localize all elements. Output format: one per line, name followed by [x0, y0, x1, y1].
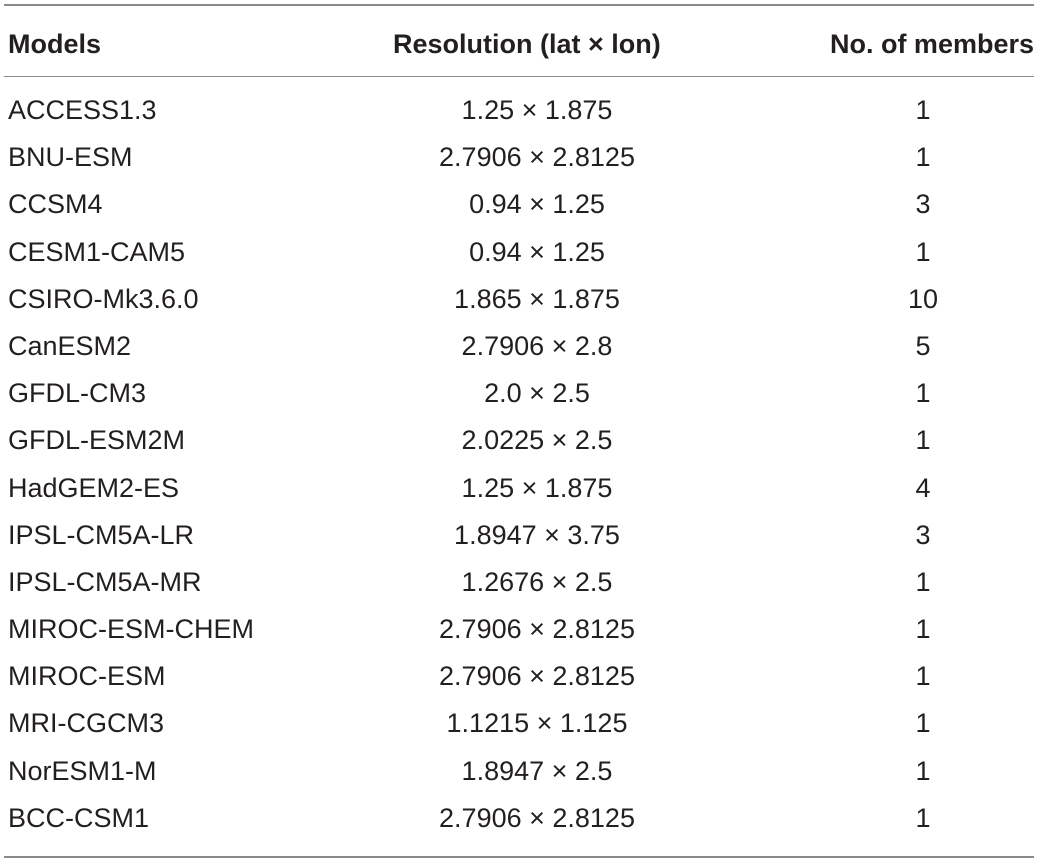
cell-members: 3	[915, 189, 931, 220]
cell-members: 1	[915, 661, 931, 692]
cell-model: MIROC-ESM	[8, 661, 166, 692]
table-row: BCC-CSM1 2.7906 × 2.8125 1	[0, 796, 1040, 843]
cell-resolution: 1.1215 × 1.125	[446, 708, 628, 739]
cell-model: IPSL-CM5A-LR	[8, 519, 195, 550]
cell-resolution: 2.0 × 2.5	[484, 378, 590, 409]
table-row: CanESM2 2.7906 × 2.8 5	[0, 324, 1040, 371]
cell-model: IPSL-CM5A-MR	[8, 566, 202, 597]
cell-model: CCSM4	[8, 189, 103, 220]
cell-members: 1	[915, 425, 931, 456]
table-row: MIROC-ESM-CHEM 2.7906 × 2.8125 1	[0, 607, 1040, 654]
header-rule	[4, 76, 1034, 77]
cell-model: BNU-ESM	[8, 142, 133, 173]
table-row: GFDL-ESM2M 2.0225 × 2.5 1	[0, 418, 1040, 465]
cell-resolution: 1.25 × 1.875	[461, 472, 613, 503]
cell-resolution: 2.7906 × 2.8125	[439, 614, 635, 645]
table-row: MIROC-ESM 2.7906 × 2.8125 1	[0, 654, 1040, 701]
cell-resolution: 0.94 × 1.25	[469, 189, 605, 220]
cell-model: CanESM2	[8, 330, 132, 361]
cell-model: MIROC-ESM-CHEM	[8, 614, 254, 645]
table-header: Models Resolution (lat × lon) No. of mem…	[0, 4, 1040, 76]
cell-members: 1	[915, 95, 931, 125]
cell-resolution: 1.2676 × 2.5	[461, 566, 613, 597]
cell-resolution: 2.7906 × 2.8	[461, 330, 613, 361]
cell-resolution: 2.7906 × 2.8125	[439, 142, 635, 173]
table-row: NorESM1-M 1.8947 × 2.5 1	[0, 749, 1040, 796]
bottom-rule	[4, 856, 1034, 858]
cell-members: 1	[915, 236, 931, 267]
table-row: ACCESS1.3 1.25 × 1.875 1	[0, 88, 1040, 135]
cell-model: CESM1-CAM5	[8, 236, 186, 267]
header-resolution: Resolution (lat × lon)	[393, 29, 661, 59]
table-row: CESM1-CAM5 0.94 × 1.25 1	[0, 230, 1040, 277]
cell-resolution: 2.7906 × 2.8125	[439, 661, 635, 692]
table-row: BNU-ESM 2.7906 × 2.8125 1	[0, 135, 1040, 182]
table-row: GFDL-CM3 2.0 × 2.5 1	[0, 371, 1040, 418]
table-body: ACCESS1.3 1.25 × 1.875 1 BNU-ESM 2.7906 …	[0, 88, 1040, 843]
header-members: No. of members	[829, 29, 1034, 59]
cell-model: BCC-CSM1	[8, 802, 150, 833]
cell-model: CSIRO-Mk3.6.0	[8, 283, 199, 314]
cell-resolution: 2.0225 × 2.5	[461, 425, 613, 456]
cell-resolution: 2.7906 × 2.8125	[439, 802, 635, 833]
cell-members: 5	[915, 330, 931, 361]
cell-model: GFDL-CM3	[8, 378, 147, 409]
cell-members: 4	[915, 472, 931, 503]
cell-model: GFDL-ESM2M	[8, 425, 186, 456]
cell-resolution: 1.25 × 1.875	[461, 95, 613, 125]
table-row: HadGEM2-ES 1.25 × 1.875 4	[0, 466, 1040, 513]
table-row: CCSM4 0.94 × 1.25 3	[0, 182, 1040, 229]
cell-model: MRI-CGCM3	[8, 708, 164, 739]
cell-model: HadGEM2-ES	[8, 472, 180, 503]
cell-members: 1	[915, 802, 931, 833]
table-row: MRI-CGCM3 1.1215 × 1.125 1	[0, 701, 1040, 748]
cell-members: 1	[915, 378, 931, 409]
table-row: CSIRO-Mk3.6.0 1.865 × 1.875 10	[0, 277, 1040, 324]
header-models: Models	[8, 29, 102, 59]
cell-members: 1	[915, 755, 931, 786]
top-rule	[4, 4, 1034, 6]
cell-resolution: 1.8947 × 2.5	[461, 755, 613, 786]
cell-members: 1	[915, 708, 931, 739]
cell-resolution: 1.865 × 1.875	[454, 283, 620, 314]
cell-resolution: 1.8947 × 3.75	[454, 519, 620, 550]
cell-resolution: 0.94 × 1.25	[469, 236, 605, 267]
cell-members: 1	[915, 614, 931, 645]
table-row: IPSL-CM5A-LR 1.8947 × 3.75 3	[0, 513, 1040, 560]
cell-members: 1	[915, 566, 931, 597]
cell-model: NorESM1-M	[8, 755, 157, 786]
table-row: IPSL-CM5A-MR 1.2676 × 2.5 1	[0, 560, 1040, 607]
cell-model: ACCESS1.3	[8, 95, 157, 125]
cell-members: 1	[915, 142, 931, 173]
cell-members: 3	[915, 519, 931, 550]
cell-members: 10	[907, 283, 939, 314]
